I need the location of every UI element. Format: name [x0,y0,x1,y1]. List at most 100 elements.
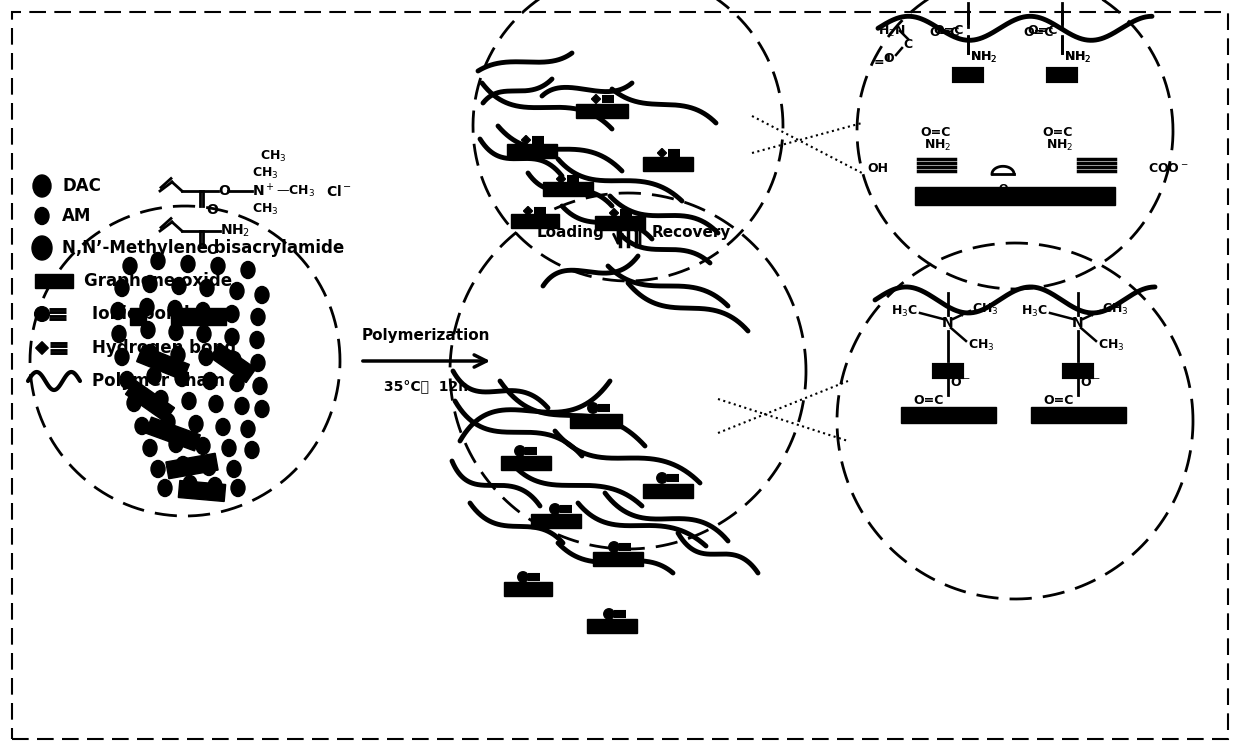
Text: N: N [1073,316,1084,330]
Text: O=C: O=C [930,26,960,40]
Bar [900,407,996,423]
Bar [587,619,637,633]
Text: NH$_2$: NH$_2$ [1047,137,1074,152]
Ellipse shape [241,421,255,438]
Bar [593,552,644,566]
Bar [501,456,551,470]
Text: CH$_3$: CH$_3$ [252,201,279,216]
Ellipse shape [227,351,241,369]
Text: O$^-$: O$^-$ [1080,376,1101,390]
Ellipse shape [148,367,161,385]
Ellipse shape [253,378,267,394]
Ellipse shape [120,372,134,388]
Text: N,N’-Methylene bisacrylamide: N,N’-Methylene bisacrylamide [62,239,345,257]
Ellipse shape [236,397,249,415]
Text: O: O [883,53,894,65]
Ellipse shape [203,372,217,390]
Ellipse shape [181,255,195,273]
Ellipse shape [143,276,157,292]
Polygon shape [523,207,532,216]
Ellipse shape [197,325,211,342]
Circle shape [515,446,526,457]
Text: CH$_3$: CH$_3$ [260,149,286,164]
Polygon shape [557,174,565,183]
Bar [507,144,557,158]
Text: AM: AM [62,207,92,225]
Ellipse shape [250,331,264,348]
Ellipse shape [198,348,213,366]
Text: H$_3$C: H$_3$C [892,303,918,318]
Ellipse shape [211,258,224,275]
Ellipse shape [167,300,182,318]
Ellipse shape [224,328,239,345]
Text: CH$_3$: CH$_3$ [1097,337,1125,352]
Ellipse shape [112,325,126,342]
Text: NH$_2$: NH$_2$ [1064,50,1091,65]
Ellipse shape [250,309,265,325]
Text: N: N [942,316,954,330]
Ellipse shape [172,278,186,294]
Ellipse shape [224,306,239,322]
Ellipse shape [202,459,216,475]
Polygon shape [610,209,619,218]
Ellipse shape [196,303,210,319]
Text: Hydrogen bond: Hydrogen bond [92,339,236,357]
Ellipse shape [112,303,125,319]
Bar [531,514,582,528]
Ellipse shape [246,442,259,459]
Ellipse shape [227,460,241,478]
Text: N$^+$: N$^+$ [252,182,275,200]
Ellipse shape [143,439,157,457]
Ellipse shape [184,475,197,493]
Text: O: O [206,243,218,257]
Bar [915,187,1115,205]
Text: NH$_2$: NH$_2$ [970,50,997,65]
Text: NH$_2$: NH$_2$ [1064,50,1091,65]
Bar [577,104,627,118]
Text: O: O [998,184,1008,194]
Text: O=C: O=C [1044,394,1074,408]
Text: $^+$: $^+$ [957,310,966,320]
Ellipse shape [126,394,141,412]
Ellipse shape [208,478,222,494]
Ellipse shape [176,457,190,473]
Polygon shape [36,342,48,354]
Circle shape [518,572,528,582]
Text: 35°C，  12h: 35°C， 12h [384,379,467,393]
Circle shape [549,504,560,514]
Ellipse shape [151,460,165,478]
Bar [1030,407,1126,423]
Ellipse shape [241,261,255,279]
Text: O=C: O=C [1028,25,1058,38]
Ellipse shape [210,396,223,412]
Ellipse shape [35,207,50,225]
Bar [644,484,693,498]
Ellipse shape [157,479,172,496]
Ellipse shape [196,438,210,454]
Bar [171,307,226,324]
Ellipse shape [135,418,149,435]
Text: =: = [873,56,884,68]
Text: NH$_2$: NH$_2$ [219,223,250,240]
Bar [35,274,73,288]
Text: O=C: O=C [1042,126,1073,140]
Text: O: O [218,184,229,198]
Ellipse shape [115,348,129,366]
Ellipse shape [140,298,154,315]
Circle shape [35,306,50,321]
Ellipse shape [229,282,244,300]
Text: Graphene oxide: Graphene oxide [84,272,232,290]
Text: $^+$: $^+$ [1087,310,1096,320]
Ellipse shape [200,279,215,297]
Bar [511,214,559,228]
Text: CH$_3$: CH$_3$ [1102,301,1128,317]
Ellipse shape [32,236,52,260]
Circle shape [588,403,598,413]
Text: NH$_2$: NH$_2$ [924,137,951,152]
Text: O=C: O=C [920,126,950,140]
Text: CH$_3$: CH$_3$ [252,165,279,180]
Polygon shape [591,95,600,104]
Ellipse shape [255,286,269,303]
Text: O=C: O=C [914,394,944,408]
Bar [136,345,190,380]
